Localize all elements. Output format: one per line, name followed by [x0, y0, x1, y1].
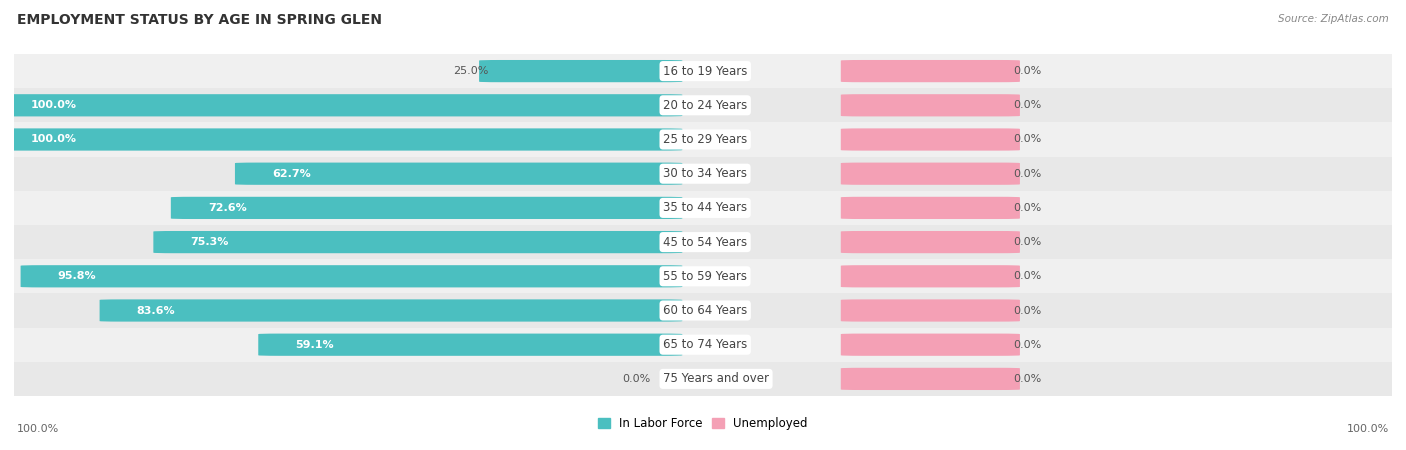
Text: 25 to 29 Years: 25 to 29 Years	[664, 133, 748, 146]
FancyBboxPatch shape	[14, 191, 1392, 225]
Text: 45 to 54 Years: 45 to 54 Years	[664, 236, 747, 248]
Text: 100.0%: 100.0%	[31, 100, 76, 110]
FancyBboxPatch shape	[841, 128, 1019, 151]
Text: 0.0%: 0.0%	[1012, 271, 1042, 281]
FancyBboxPatch shape	[14, 88, 1392, 122]
Text: Source: ZipAtlas.com: Source: ZipAtlas.com	[1278, 14, 1389, 23]
FancyBboxPatch shape	[841, 231, 1019, 253]
FancyBboxPatch shape	[479, 60, 682, 82]
FancyBboxPatch shape	[0, 128, 682, 151]
Text: 0.0%: 0.0%	[1012, 135, 1042, 144]
Text: 0.0%: 0.0%	[1012, 374, 1042, 384]
FancyBboxPatch shape	[172, 197, 682, 219]
Text: 0.0%: 0.0%	[1012, 100, 1042, 110]
FancyBboxPatch shape	[14, 362, 1392, 396]
Text: 0.0%: 0.0%	[1012, 237, 1042, 247]
FancyBboxPatch shape	[841, 368, 1019, 390]
Text: 30 to 34 Years: 30 to 34 Years	[664, 167, 747, 180]
Text: 95.8%: 95.8%	[58, 271, 97, 281]
FancyBboxPatch shape	[235, 162, 682, 185]
Text: 55 to 59 Years: 55 to 59 Years	[664, 270, 747, 283]
FancyBboxPatch shape	[841, 94, 1019, 117]
FancyBboxPatch shape	[14, 122, 1392, 157]
FancyBboxPatch shape	[0, 94, 682, 117]
Text: 72.6%: 72.6%	[208, 203, 247, 213]
Text: 83.6%: 83.6%	[136, 306, 176, 315]
FancyBboxPatch shape	[841, 299, 1019, 322]
Text: 75 Years and over: 75 Years and over	[664, 373, 769, 385]
FancyBboxPatch shape	[841, 197, 1019, 219]
Text: 59.1%: 59.1%	[295, 340, 335, 350]
Text: 0.0%: 0.0%	[1012, 66, 1042, 76]
Text: 100.0%: 100.0%	[17, 424, 59, 434]
FancyBboxPatch shape	[14, 328, 1392, 362]
Text: 0.0%: 0.0%	[1012, 340, 1042, 350]
Text: EMPLOYMENT STATUS BY AGE IN SPRING GLEN: EMPLOYMENT STATUS BY AGE IN SPRING GLEN	[17, 14, 382, 27]
Text: 0.0%: 0.0%	[1012, 169, 1042, 179]
FancyBboxPatch shape	[14, 225, 1392, 259]
FancyBboxPatch shape	[153, 231, 682, 253]
Text: 62.7%: 62.7%	[273, 169, 311, 179]
FancyBboxPatch shape	[841, 265, 1019, 288]
FancyBboxPatch shape	[841, 333, 1019, 356]
FancyBboxPatch shape	[259, 333, 682, 356]
Text: 100.0%: 100.0%	[1347, 424, 1389, 434]
Text: 25.0%: 25.0%	[453, 66, 489, 76]
Text: 20 to 24 Years: 20 to 24 Years	[664, 99, 748, 112]
Text: 75.3%: 75.3%	[191, 237, 229, 247]
Legend: In Labor Force, Unemployed: In Labor Force, Unemployed	[593, 412, 813, 435]
Text: 0.0%: 0.0%	[1012, 203, 1042, 213]
Text: 35 to 44 Years: 35 to 44 Years	[664, 202, 747, 214]
Text: 0.0%: 0.0%	[623, 374, 651, 384]
Text: 16 to 19 Years: 16 to 19 Years	[664, 65, 748, 77]
Text: 65 to 74 Years: 65 to 74 Years	[664, 338, 748, 351]
FancyBboxPatch shape	[841, 162, 1019, 185]
FancyBboxPatch shape	[14, 259, 1392, 293]
FancyBboxPatch shape	[21, 265, 682, 288]
Text: 60 to 64 Years: 60 to 64 Years	[664, 304, 748, 317]
FancyBboxPatch shape	[100, 299, 682, 322]
FancyBboxPatch shape	[14, 293, 1392, 328]
Text: 100.0%: 100.0%	[31, 135, 76, 144]
FancyBboxPatch shape	[14, 54, 1392, 88]
FancyBboxPatch shape	[841, 60, 1019, 82]
FancyBboxPatch shape	[14, 157, 1392, 191]
Text: 0.0%: 0.0%	[1012, 306, 1042, 315]
